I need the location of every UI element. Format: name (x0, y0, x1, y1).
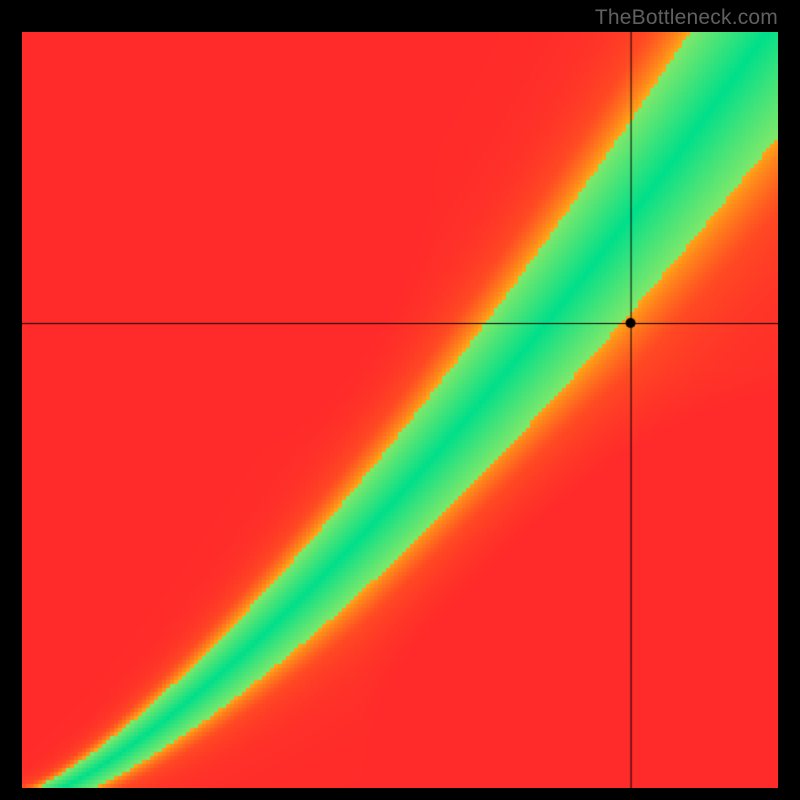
chart-container: TheBottleneck.com (0, 0, 800, 800)
watermark-text: TheBottleneck.com (595, 6, 778, 30)
bottleneck-heatmap (22, 32, 778, 788)
